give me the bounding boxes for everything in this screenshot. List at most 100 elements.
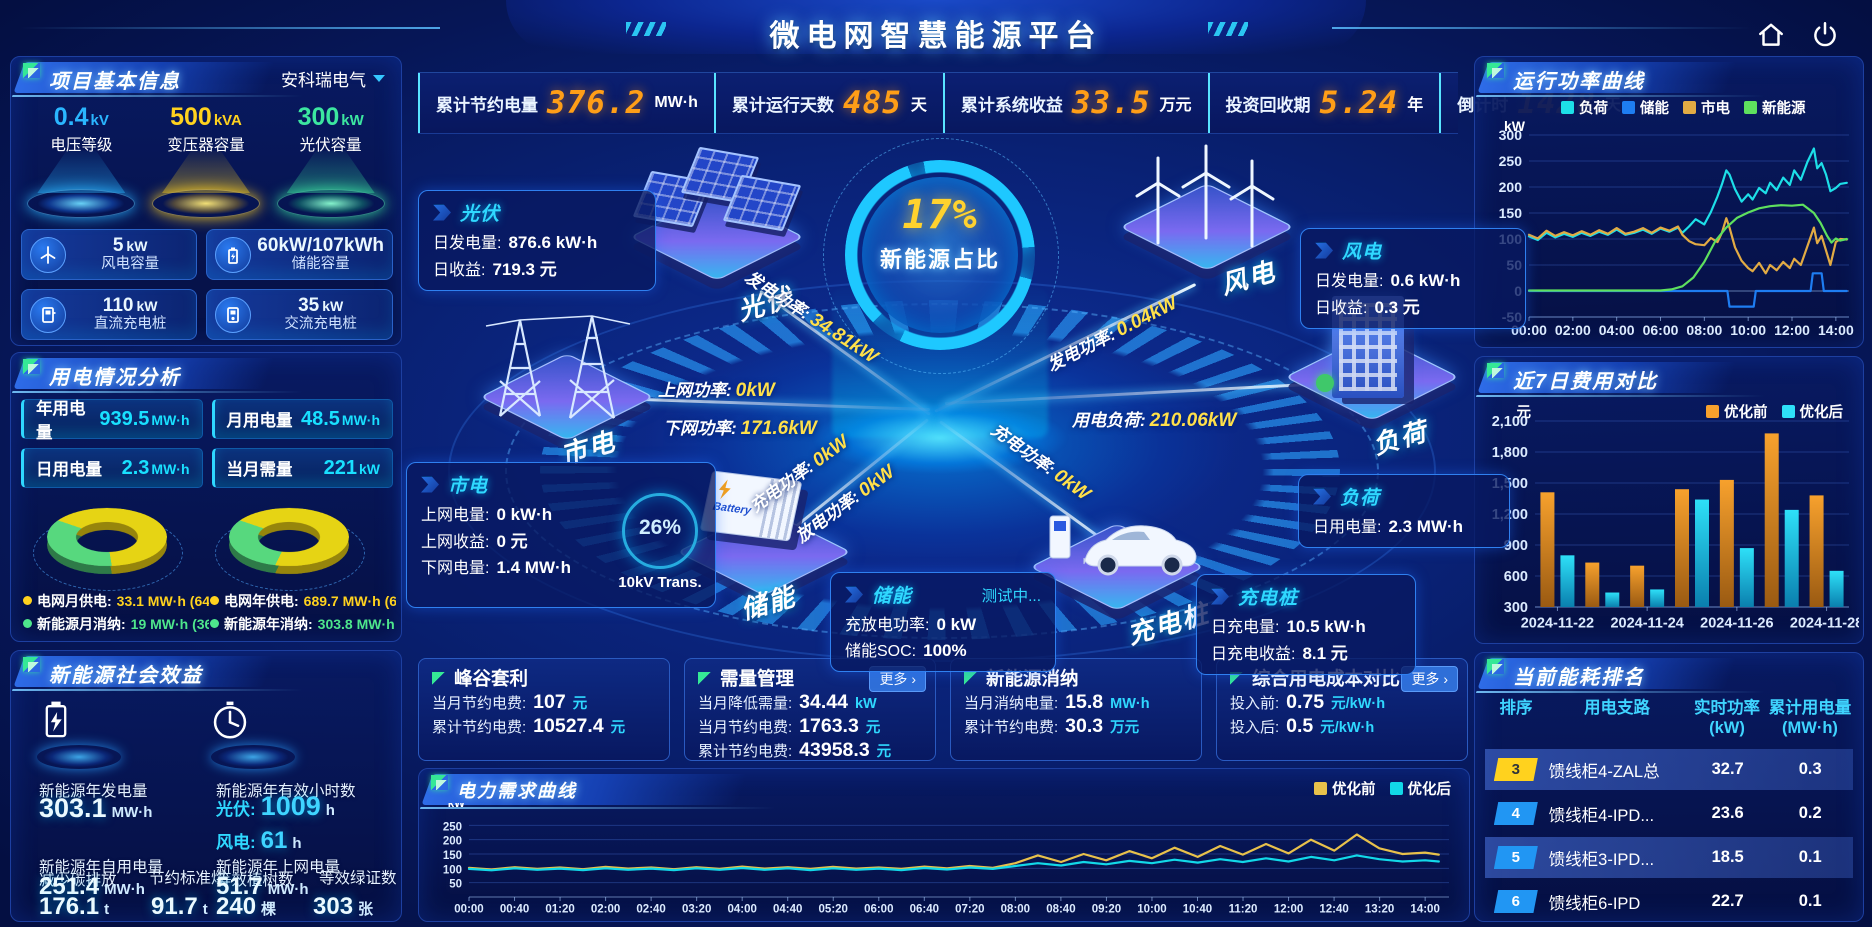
table-row[interactable]: 5 馈线柜3-IPD... 18.5 0.1 xyxy=(1485,837,1853,878)
power-icon[interactable] xyxy=(1806,16,1844,54)
legend-item: 优化后 xyxy=(1781,401,1843,422)
svg-text:02:40: 02:40 xyxy=(636,904,665,916)
callout-row: 上网电量: 0 kW·h xyxy=(421,505,553,524)
capacity-label: 交流充电桩 xyxy=(284,315,357,332)
co2-value: 176.1 t xyxy=(39,893,110,920)
table-row[interactable]: 6 馈线柜6-IPD 22.7 0.1 xyxy=(1485,881,1853,921)
panel-corner-icon xyxy=(23,63,40,78)
transformer-widget: 26% 10kV Trans. xyxy=(617,493,703,591)
legend-swatch xyxy=(1744,101,1757,114)
table-row[interactable]: 4 馈线柜4-IPD... 23.6 0.2 xyxy=(1485,793,1853,834)
legend-swatch xyxy=(1314,782,1327,795)
kpi-unit: 天 xyxy=(910,97,927,114)
flow-grid-export-power: 上网功率: 0kW xyxy=(658,380,775,401)
pv-callout: 光伏 日发电量: 876.6 kW·h 日收益: 719.3 元 xyxy=(418,190,656,291)
svg-text:10:00: 10:00 xyxy=(1137,904,1166,916)
company-selector[interactable]: 安科瑞电气 xyxy=(281,66,385,91)
benefit-label: 累计节约电费: xyxy=(432,719,527,736)
benefit-value: 1763.3 xyxy=(799,715,859,737)
benefit-card: 需量管理 更多 › 当月降低需量: 34.44 kW 当月节约电费: 1763.3 元累计节约… xyxy=(684,658,936,761)
benefit-label: 投入后: xyxy=(1230,719,1280,736)
rank-cell: 3 xyxy=(1485,758,1547,781)
legend-value: 303.8 MW·h (31%) xyxy=(317,615,396,632)
svg-text:2024-11-28: 2024-11-28 xyxy=(1790,616,1859,632)
svg-text:2024-11-22: 2024-11-22 xyxy=(1521,616,1594,632)
benefit-value: 0.5 xyxy=(1286,715,1314,737)
flow-wind-gen-power: 发电功率:0.04kW xyxy=(1044,292,1181,376)
dc-charger-icon xyxy=(30,296,66,333)
callout-row: 日收益: 719.3 元 xyxy=(433,260,557,279)
coal-label: 节约标准煤 xyxy=(149,870,227,887)
pv-hours: 光伏: 1009 h xyxy=(216,791,335,821)
legend-value: 33.1 MW·h (64%) xyxy=(116,592,209,609)
grid-platform xyxy=(479,353,655,441)
legend-dot xyxy=(23,619,32,628)
monthly-donut-chart xyxy=(31,499,183,591)
podium-value: 300 kW xyxy=(268,103,393,132)
svg-text:300: 300 xyxy=(1499,127,1523,143)
svg-text:06:40: 06:40 xyxy=(910,904,939,916)
branch-cell: 馈线柜6-IPD xyxy=(1548,894,1641,913)
capacity-card: 60kW/107kWh 储能容量 xyxy=(206,229,393,280)
callout-row: 充放电功率: 0 kW xyxy=(845,615,977,634)
kpi-bar: 累计节约电量 376.2 MW·h 累计运行天数 485 天累计系统收益 33.5 万元 投资回… xyxy=(418,72,1621,134)
to-grid-value: 51.7 MW·h xyxy=(216,873,309,900)
benefit-unit: 元/kW·h xyxy=(1331,696,1386,712)
kpi-unit: MW·h xyxy=(654,94,698,111)
callout-row: 日充电收益: 8.1 元 xyxy=(1211,644,1348,663)
legend-dot xyxy=(210,596,219,605)
chevron-right-icon xyxy=(1313,488,1331,505)
beam-to-load xyxy=(944,381,1345,405)
table-header-text: 用电支路 xyxy=(1584,699,1650,717)
benefit-row: 累计节约电费: 30.3 万元 xyxy=(964,715,1188,738)
node-label-load: 负荷 xyxy=(1369,415,1432,461)
new-energy-ratio-label: 新能源占比 xyxy=(879,247,1000,272)
svg-text:08:40: 08:40 xyxy=(1046,904,1075,916)
self-use-value: 251.4 MW·h xyxy=(39,873,145,900)
energy-cell: 0.1 xyxy=(1798,848,1822,866)
legend-label: 优化后 xyxy=(1407,782,1452,798)
benefit-label: 累计节约电费: xyxy=(698,743,793,760)
benefit-label: 当月降低需量: xyxy=(698,695,793,712)
benefit-value: 0.75 xyxy=(1286,691,1325,713)
chevron-right-icon xyxy=(1315,242,1333,259)
energy-cell: 0.3 xyxy=(1798,760,1822,778)
donut-legend: 电网月供电:33.1 MW·h (64%)新能源月消纳:19 MW·h (36%… xyxy=(23,589,397,635)
run-power-line-chart: -50050100150200250300kW00:0002:0004:0006… xyxy=(1499,118,1854,338)
podium-label: 电压等级 xyxy=(50,137,113,154)
benefit-card-header: 新能源消纳 xyxy=(964,666,1188,690)
benefit-row: 当月节约电费: 107 元 xyxy=(432,691,656,714)
header-deco-line-left xyxy=(20,27,440,29)
yearly-donut-chart xyxy=(213,499,365,591)
svg-text:01:20: 01:20 xyxy=(545,904,574,916)
panel-header: 当前能耗排名 xyxy=(1475,653,1863,693)
hours-clock-icon xyxy=(207,697,299,769)
svg-text:02:00: 02:00 xyxy=(1555,322,1591,338)
table-row[interactable]: 3 馈线柜4-ZAL总 32.7 0.3 xyxy=(1485,749,1853,790)
legend-value: 689.7 MW·h (69%) xyxy=(303,592,396,609)
benefit-label: 当月消纳电量: xyxy=(964,695,1059,712)
chevron-right-icon xyxy=(421,476,439,493)
home-icon[interactable] xyxy=(1752,16,1790,54)
chart-legend: 负荷 储能 市电 新能源 xyxy=(1561,97,1806,118)
kpi-value: 485 xyxy=(842,85,902,121)
podium-base xyxy=(152,189,260,218)
usage-stat-value: 2.3 MW·h xyxy=(121,456,190,479)
svg-text:10:00: 10:00 xyxy=(1730,322,1766,338)
svg-text:06:00: 06:00 xyxy=(1643,322,1679,338)
capacity-label: 直流充电桩 xyxy=(93,315,167,332)
panel-corner-icon xyxy=(23,359,40,374)
podium-number: 300 xyxy=(297,103,340,131)
usage-stat-box: 月用电量 48.5 MW·h xyxy=(211,399,393,439)
svg-text:04:00: 04:00 xyxy=(1599,322,1635,338)
to-grid-label: 新能源年上网电量 xyxy=(216,859,341,876)
table-header-cell: 排序 xyxy=(1485,699,1547,719)
legend-item: 新能源 xyxy=(1744,97,1806,118)
panel-title: 电力需求曲线 xyxy=(457,781,577,801)
table-header-cell: 累计用电量 (MW·h) xyxy=(1767,699,1853,739)
usage-stats: 年用电量 939.5 MW·h 月用电量 48.5 MW·h 日用电量 2.3 MW·h 当月需量… xyxy=(21,399,393,488)
trees-value: 240 棵 xyxy=(216,893,277,920)
rank-badge: 3 xyxy=(1493,758,1538,781)
svg-text:250: 250 xyxy=(1499,153,1523,169)
podium-number: 0.4 xyxy=(53,103,89,131)
